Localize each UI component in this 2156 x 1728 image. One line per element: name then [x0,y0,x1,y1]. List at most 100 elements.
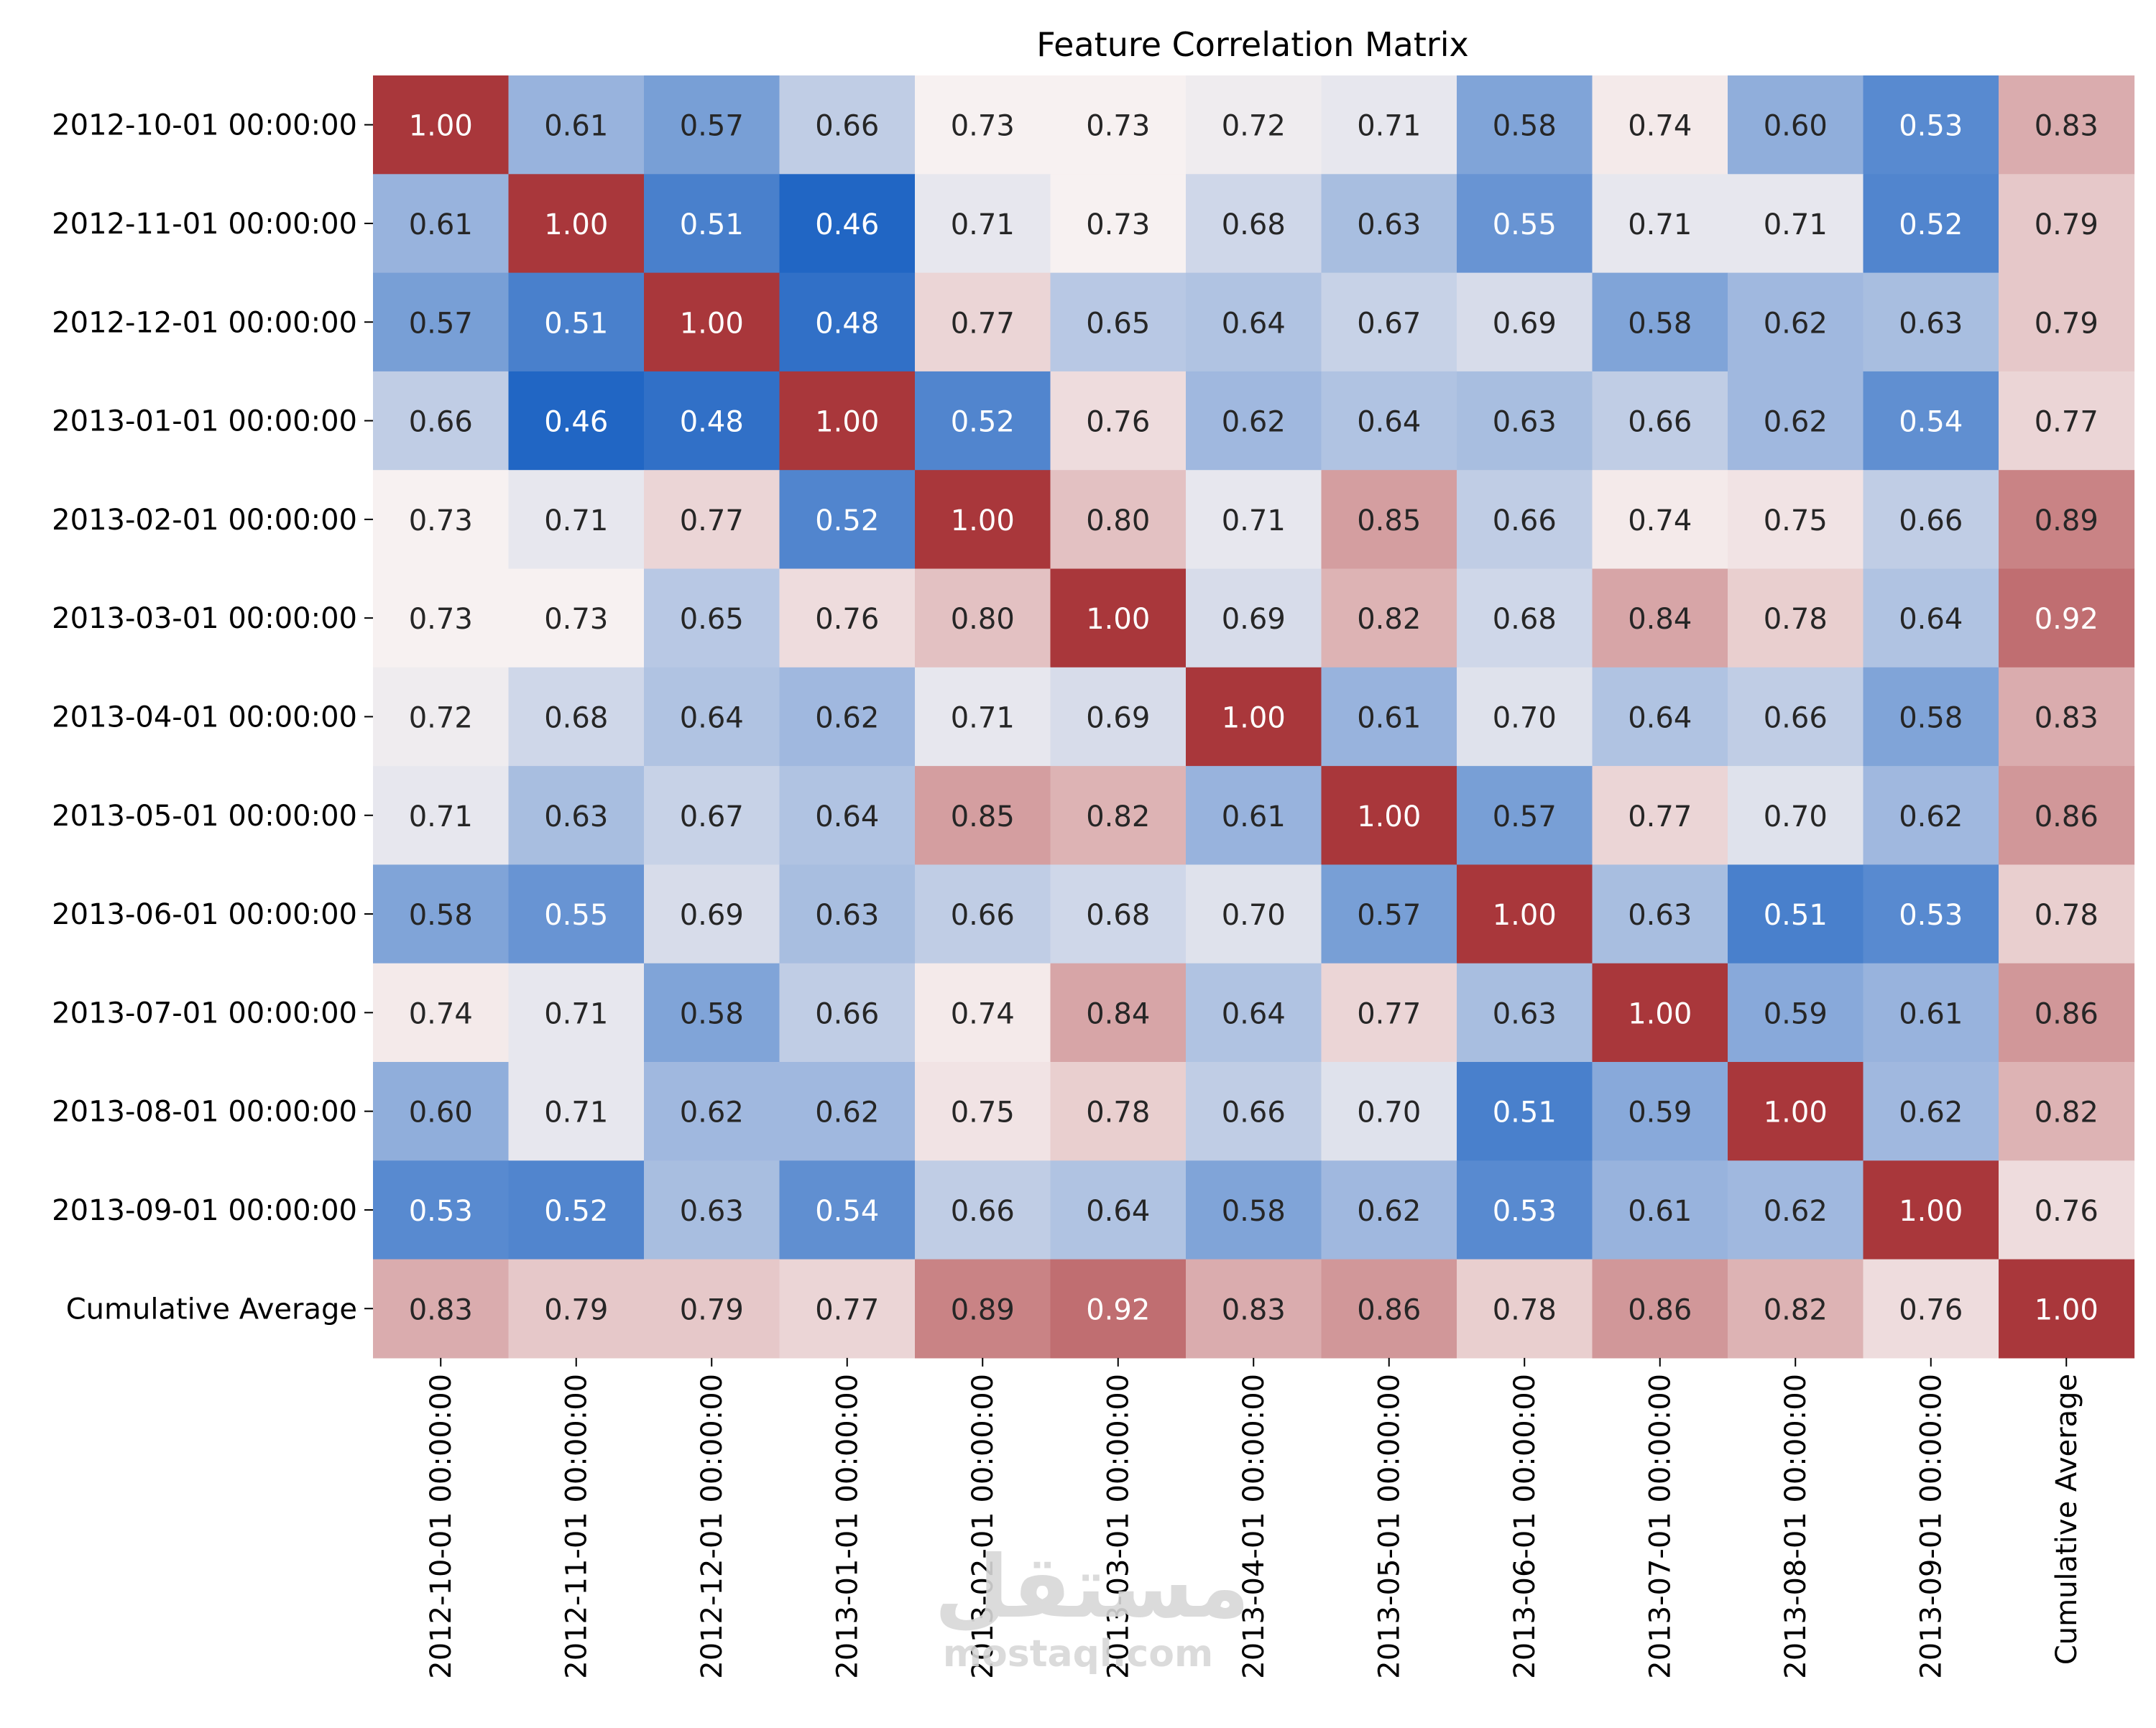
cell-value-label: 0.73 [409,504,473,537]
x-axis: 2012-10-01 00:00:00 2012-11-01 00:00:00 20… [425,1357,2083,1679]
x-tick-label: 2013-06-01 00:00:00 [1508,1374,1542,1679]
cell-value-label: 0.61 [1899,997,1963,1030]
cell-value-label: 0.75 [1764,504,1828,537]
cell-value-label: 0.68 [1222,208,1286,241]
y-tick-label: 2013-07-01 00:00:00 [52,997,357,1030]
heatmap-cell [373,272,510,372]
heatmap-cell [1728,766,1864,865]
heatmap-cell [915,272,1051,372]
cell-value-label: 0.78 [2035,899,2099,932]
cell-value-label: 0.61 [1357,701,1421,734]
heatmap-cell [779,568,916,668]
cell-value-label: 0.62 [1764,406,1828,439]
cell-value-label: 0.69 [1086,701,1150,734]
cell-value-label: 0.63 [544,800,608,833]
cell-value-label: 0.66 [1899,504,1963,537]
heatmap-cell [373,1062,510,1161]
cell-value-label: 0.63 [1357,208,1421,241]
heatmap-cell [1186,1259,1322,1359]
cell-value-label: 0.78 [1493,1293,1557,1326]
cell-value-label: 0.61 [544,110,608,143]
cell-value-label: 0.79 [544,1293,608,1326]
heatmap-cell [1999,963,2135,1063]
heatmap-cell [1999,371,2135,471]
heatmap-cell [915,1160,1051,1260]
heatmap-cell [1050,470,1187,570]
heatmap-cell [1863,272,1999,372]
x-tick-label: 2013-02-01 00:00:00 [967,1374,1000,1679]
cell-value-label: 0.92 [2035,603,2099,636]
heatmap-cell [1728,470,1864,570]
cell-value-label: 1.00 [680,307,744,340]
cell-value-label: 0.68 [544,701,608,734]
heatmap-cell [1457,1259,1593,1359]
heatmap-cell [1186,470,1322,570]
heatmap-cell [1592,766,1728,865]
heatmap-cell [1321,667,1457,767]
heatmap-cell [1321,864,1457,964]
heatmap-cell [644,568,780,668]
heatmap-cell [1050,1160,1187,1260]
cell-value-label: 0.55 [544,899,608,932]
cell-value-label: 0.58 [680,997,744,1030]
cell-value-label: 0.48 [680,406,744,439]
heatmap-cell [779,1160,916,1260]
y-tick-label: 2012-12-01 00:00:00 [52,306,357,339]
heatmap-cell [1321,1259,1457,1359]
cell-value-label: 1.00 [1493,899,1557,932]
heatmap-cell [1457,1062,1593,1161]
cell-value-label: 0.53 [1899,899,1963,932]
heatmap-cell [1863,766,1999,865]
cell-value-label: 0.62 [1899,1096,1963,1129]
heatmap-cell [644,864,780,964]
cell-value-label: 0.71 [1357,110,1421,143]
cell-value-label: 0.62 [815,1096,879,1129]
y-tick-label: 2013-05-01 00:00:00 [52,800,357,833]
y-axis: 2012-10-01 00:00:00 2012-11-01 00:00:00 20… [52,109,373,1326]
x-tick-label: 2013-04-01 00:00:00 [1238,1374,1271,1679]
heatmap-cell [1728,75,1864,175]
cell-value-label: 0.62 [1357,1195,1421,1228]
cell-value-label: 0.86 [2035,800,2099,833]
cell-value-label: 0.83 [2035,701,2099,734]
cell-value-label: 1.00 [409,110,473,143]
heatmap-cell [1999,667,2135,767]
cell-value-label: 0.62 [1222,406,1286,439]
heatmap-cell [1728,864,1864,964]
x-tick-label: 2012-11-01 00:00:00 [561,1374,594,1679]
heatmap-cell [779,174,916,274]
heatmap-cell [1728,963,1864,1063]
heatmap-cell [1457,470,1593,570]
heatmap-cell [1186,272,1322,372]
cell-value-label: 0.54 [815,1195,879,1228]
cell-value-label: 0.71 [951,208,1015,241]
heatmap-cell [1592,1259,1728,1359]
cell-value-label: 1.00 [1357,800,1421,833]
cell-value-label: 0.64 [1086,1195,1150,1228]
heatmap-cell [1863,864,1999,964]
cell-value-label: 0.83 [409,1293,473,1326]
cell-value-label: 0.72 [1222,110,1286,143]
heatmap-cell [1728,568,1864,668]
cell-value-label: 0.52 [1899,208,1963,241]
heatmap-cell [508,470,645,570]
cell-value-label: 0.74 [1628,110,1692,143]
cell-value-label: 0.70 [1764,800,1828,833]
cell-value-label: 0.76 [1086,406,1150,439]
heatmap-cell [1050,174,1187,274]
heatmap-cell [644,371,780,471]
cell-value-label: 1.00 [2035,1293,2099,1326]
cell-value-label: 0.72 [409,701,473,734]
cell-value-label: 0.66 [1628,406,1692,439]
cell-value-label: 0.78 [1086,1096,1150,1129]
cell-value-label: 0.65 [680,603,744,636]
heatmap-cell [644,75,780,175]
x-tick-label: 2013-07-01 00:00:00 [1644,1374,1677,1679]
heatmap-cell [1592,667,1728,767]
heatmap-cell [1186,371,1322,471]
x-tick-label: Cumulative Average [2050,1374,2083,1665]
cell-value-label: 0.62 [1899,800,1963,833]
heatmap-cell [1999,470,2135,570]
heatmap-cell [373,568,510,668]
heatmap-cell [373,371,510,471]
